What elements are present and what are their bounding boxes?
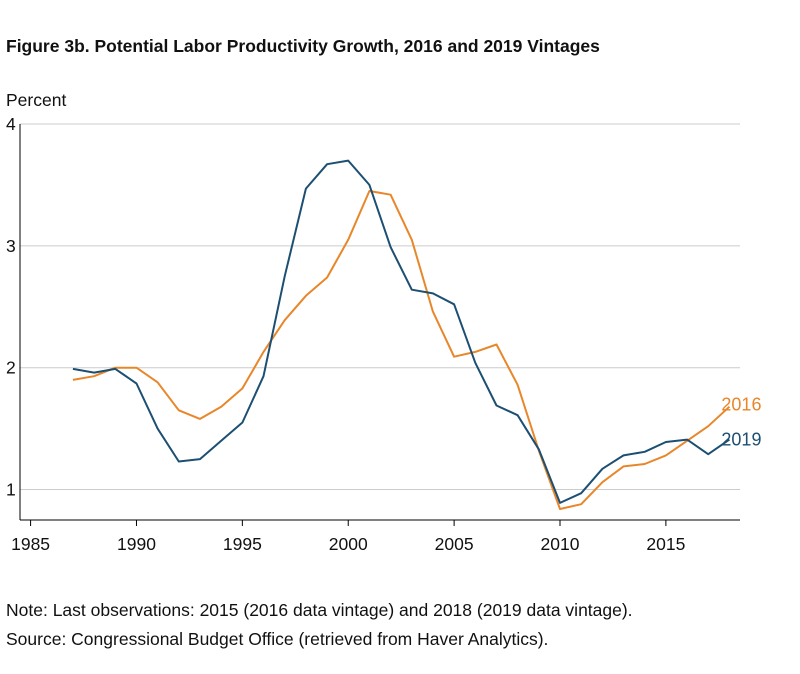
series-line-2019 <box>72 159 730 504</box>
x-tick-label: 2005 <box>435 534 474 554</box>
x-tick-label: 1995 <box>223 534 262 554</box>
y-tick-label: 3 <box>6 236 16 256</box>
x-tick-label: 2015 <box>646 534 685 554</box>
chart-title: Figure 3b. Potential Labor Productivity … <box>6 36 600 56</box>
y-tick-label: 2 <box>6 358 16 378</box>
gridlines <box>20 123 740 491</box>
series-label-2019: 2019 <box>721 430 761 450</box>
x-tick-label: 1990 <box>117 534 156 554</box>
axes: 1 2 3 4 1985 1990 1995 2000 2005 2010 2015 <box>6 114 740 554</box>
series-lines <box>72 159 731 510</box>
x-tick-label: 2010 <box>541 534 580 554</box>
chart-note: Note: Last observations: 2015 (2016 data… <box>6 600 633 620</box>
x-tick-label: 1985 <box>11 534 50 554</box>
x-tick-label: 2000 <box>329 534 368 554</box>
y-tick-label: 1 <box>6 480 16 500</box>
series-line-2016 <box>72 190 731 510</box>
y-axis-label: Percent <box>6 90 66 110</box>
chart-source: Source: Congressional Budget Office (ret… <box>6 629 549 649</box>
y-tick-label: 4 <box>6 114 16 134</box>
series-labels: 2016 2019 <box>721 395 761 450</box>
series-label-2016: 2016 <box>721 395 761 415</box>
